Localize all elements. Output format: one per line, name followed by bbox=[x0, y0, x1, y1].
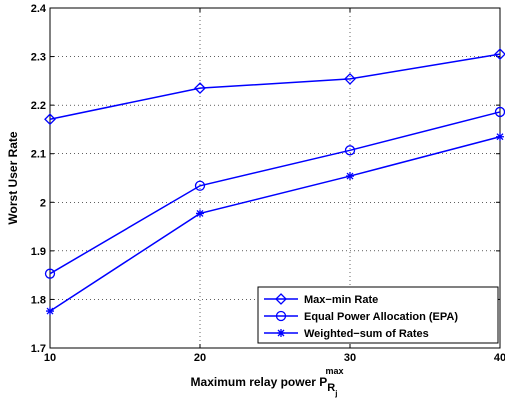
y-tick-label: 1.7 bbox=[31, 343, 46, 355]
series-line bbox=[49, 111, 501, 275]
x-tick-label: 10 bbox=[44, 352, 56, 364]
y-tick-label: 2 bbox=[40, 197, 46, 209]
y-tick-label: 2.2 bbox=[31, 100, 46, 112]
data-point bbox=[344, 72, 356, 85]
legend-marker bbox=[275, 310, 287, 322]
data-point bbox=[194, 180, 206, 191]
legend-marker bbox=[275, 293, 287, 305]
series-2 bbox=[44, 106, 505, 279]
y-tick-label: 2.3 bbox=[31, 52, 46, 64]
y-tick-label: 2.4 bbox=[31, 3, 47, 15]
data-point bbox=[494, 48, 505, 61]
data-point bbox=[346, 172, 354, 181]
legend-marker bbox=[277, 329, 285, 337]
x-axis-label-sub: R bbox=[327, 382, 335, 394]
legend: Max−min Rate Equal Power Allocation (EPA)… bbox=[257, 286, 499, 344]
data-point bbox=[196, 209, 204, 218]
y-tick-label: 1.8 bbox=[31, 294, 46, 306]
y-tick-label: 2.1 bbox=[31, 149, 46, 161]
legend-label: Max−min Rate bbox=[304, 294, 378, 306]
x-tick-label: 40 bbox=[494, 352, 505, 364]
plot-frame bbox=[49, 7, 501, 349]
series-line bbox=[49, 135, 501, 312]
x-axis-label-sup: max bbox=[325, 366, 343, 376]
data-point bbox=[344, 145, 356, 156]
legend-entry: Weighted−sum of Rates bbox=[264, 328, 429, 340]
x-tick-label: 20 bbox=[194, 352, 206, 364]
legend-entry: Max−min Rate bbox=[264, 293, 378, 306]
data-point bbox=[496, 132, 504, 141]
data-point bbox=[194, 82, 206, 95]
series-line bbox=[49, 53, 501, 120]
x-axis-label: Maximum relay power PRj max bbox=[191, 366, 344, 398]
legend-label: Equal Power Allocation (EPA) bbox=[304, 311, 458, 323]
x-tick-label: 30 bbox=[344, 352, 356, 364]
x-axis-label-main: Maximum relay power P bbox=[191, 375, 328, 389]
series-3 bbox=[46, 132, 504, 316]
y-tick-label: 1.9 bbox=[31, 246, 46, 258]
legend-entry: Equal Power Allocation (EPA) bbox=[264, 310, 458, 323]
data-point bbox=[44, 268, 56, 279]
data-point bbox=[46, 307, 54, 316]
series-1 bbox=[44, 48, 505, 126]
y-axis-label: Worst User Rate bbox=[6, 131, 20, 224]
x-axis-label-subsub: j bbox=[334, 389, 337, 398]
legend-label: Weighted−sum of Rates bbox=[304, 328, 429, 340]
data-point bbox=[44, 113, 56, 126]
series-layer bbox=[44, 48, 505, 316]
